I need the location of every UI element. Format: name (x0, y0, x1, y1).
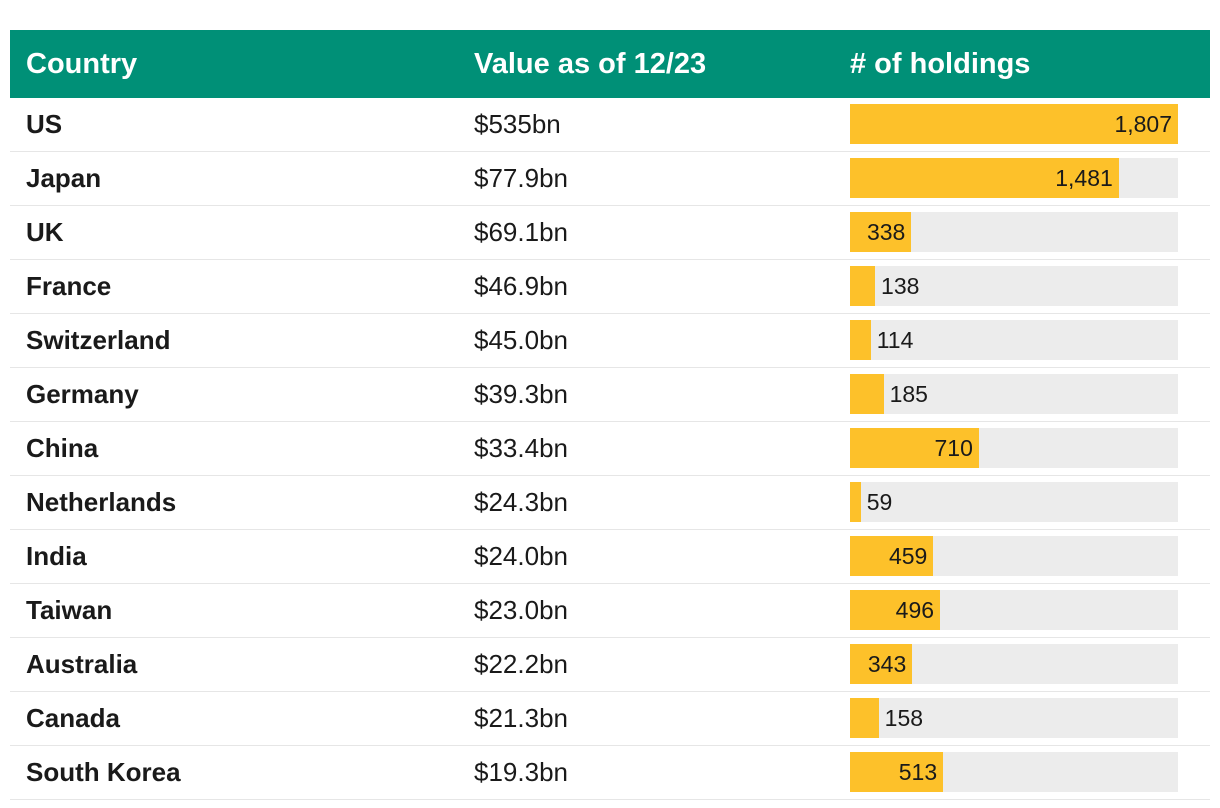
value-cell: $535bn (474, 109, 561, 139)
value-cell: $24.3bn (474, 487, 568, 517)
value-cell: $22.2bn (474, 649, 568, 679)
holdings-label: 459 (888, 543, 928, 569)
table-row: South Korea $19.3bn 513 (10, 746, 1210, 800)
holdings-bar (850, 266, 876, 306)
holdings-bar (850, 320, 871, 360)
holdings-bar (850, 158, 1119, 198)
value-cell: $39.3bn (474, 379, 568, 409)
holdings-label: 59 (866, 489, 893, 515)
table-row: Switzerland $45.0bn 114 (10, 314, 1210, 368)
value-cell: $46.9bn (474, 271, 568, 301)
holdings-bar-track: 138 (850, 266, 1178, 306)
country-cell: UK (26, 217, 64, 247)
holdings-bar (850, 374, 884, 414)
table-row: India $24.0bn 459 (10, 530, 1210, 584)
holdings-label: 343 (867, 651, 907, 677)
holdings-label: 513 (898, 759, 938, 785)
table-body: US $535bn 1,807 Japan $77.9bn 1,481 UK $69.1bn 3… (10, 98, 1210, 800)
holdings-bar-track: 496 (850, 590, 1178, 630)
header-value: Value as of 12/23 (474, 47, 707, 80)
holdings-bar-track: 459 (850, 536, 1178, 576)
country-cell: Germany (26, 379, 139, 409)
country-cell: Switzerland (26, 325, 171, 355)
country-cell: US (26, 109, 63, 139)
holdings-bar (850, 212, 912, 252)
value-cell: $24.0bn (474, 541, 568, 571)
country-cell: Netherlands (26, 487, 177, 517)
holdings-label: 158 (884, 705, 924, 731)
holdings-bar (850, 104, 1178, 144)
holdings-bar-track: 343 (850, 644, 1178, 684)
holdings-bar (850, 644, 913, 684)
table-header: Country Value as of 12/23 # of holdings (10, 30, 1210, 98)
header-country: Country (26, 47, 138, 80)
holdings-bar (850, 536, 934, 576)
country-cell: Canada (26, 703, 120, 733)
holdings-label: 496 (895, 597, 935, 623)
country-cell: India (26, 541, 87, 571)
holdings-label: 114 (876, 327, 914, 353)
holdings-label: 185 (889, 381, 928, 407)
holdings-bar (850, 428, 979, 468)
holdings-label: 1,481 (1055, 165, 1113, 191)
country-cell: China (26, 433, 99, 463)
holdings-bar-track: 59 (850, 482, 1178, 522)
holdings-bar (850, 698, 879, 738)
holdings-label: 710 (934, 435, 973, 461)
holdings-label: 1,807 (1114, 111, 1172, 137)
holdings-bar (850, 590, 941, 630)
table-row: Netherlands $24.3bn 59 (10, 476, 1210, 530)
value-cell: $69.1bn (474, 217, 568, 247)
country-cell: Japan (26, 163, 102, 193)
table-row: Taiwan $23.0bn 496 (10, 584, 1210, 638)
holdings-bar-track: 1,481 (850, 158, 1178, 198)
holdings-bar-track: 1,807 (850, 104, 1178, 144)
holdings-bar-track: 513 (850, 752, 1178, 792)
value-cell: $45.0bn (474, 325, 568, 355)
table-row: Germany $39.3bn 185 (10, 368, 1210, 422)
country-cell: Taiwan (26, 595, 113, 625)
table-row: Canada $21.3bn 158 (10, 692, 1210, 746)
value-cell: $23.0bn (474, 595, 568, 625)
table-row: Japan $77.9bn 1,481 (10, 152, 1210, 206)
value-cell: $77.9bn (474, 163, 568, 193)
holdings-bar (850, 752, 944, 792)
holdings-bar-track: 338 (850, 212, 1178, 252)
holdings-bar-track: 710 (850, 428, 1178, 468)
value-cell: $33.4bn (474, 433, 568, 463)
table-row: China $33.4bn 710 (10, 422, 1210, 476)
country-cell: France (26, 271, 112, 301)
value-cell: $19.3bn (474, 757, 568, 787)
holdings-bar-track: 185 (850, 374, 1178, 414)
holdings-bar-track: 158 (850, 698, 1178, 738)
holdings-bar-track: 114 (850, 320, 1178, 360)
country-cell: South Korea (26, 757, 181, 787)
holdings-label: 138 (881, 273, 920, 299)
table-row: UK $69.1bn 338 (10, 206, 1210, 260)
value-cell: $21.3bn (474, 703, 568, 733)
table-row: France $46.9bn 138 (10, 260, 1210, 314)
country-cell: Australia (26, 649, 138, 679)
holdings-label: 338 (866, 219, 906, 245)
table-row: Australia $22.2bn 343 (10, 638, 1210, 692)
holdings-table: Country Value as of 12/23 # of holdings … (10, 30, 1210, 800)
table-row: US $535bn 1,807 (10, 98, 1210, 152)
header-holdings: # of holdings (850, 47, 1031, 80)
holdings-bar (850, 482, 861, 522)
